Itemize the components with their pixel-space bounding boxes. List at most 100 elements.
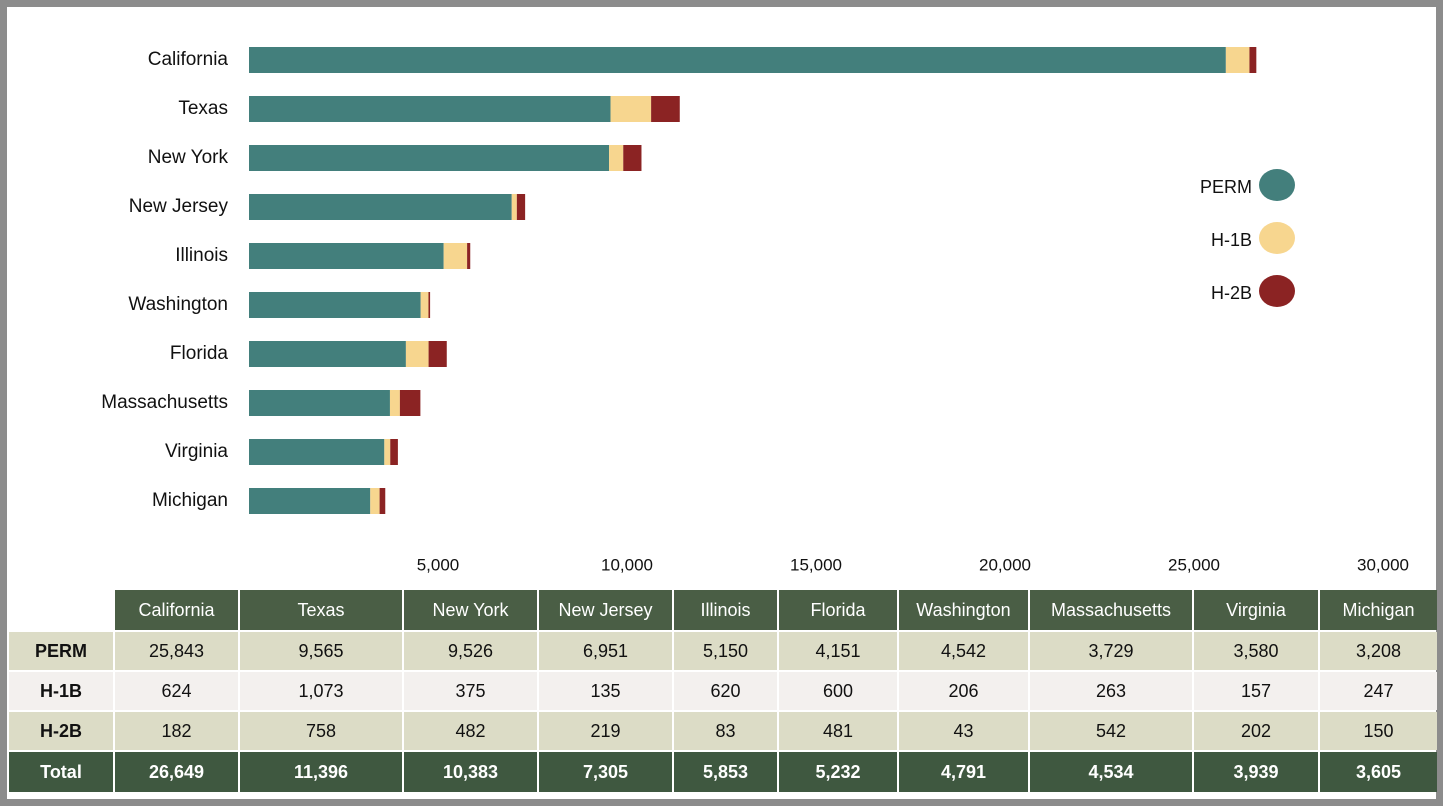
bar-segment [389, 390, 400, 416]
x-tick-label: 10,000 [601, 555, 653, 574]
table-cell: 542 [1030, 712, 1192, 750]
bar-segment [511, 194, 517, 220]
blank-cell [9, 590, 113, 630]
table-cell: 26,649 [115, 752, 238, 792]
table-cell: 11,396 [240, 752, 402, 792]
table-row: Total 26,649 11,396 10,383 7,305 5,853 5,232 4,… [9, 752, 1437, 792]
bar-segment [249, 488, 371, 514]
table-cell: 624 [115, 672, 238, 710]
table-cell: 157 [1194, 672, 1318, 710]
bar-segment [516, 194, 526, 220]
y-tick-label: Florida [170, 343, 229, 364]
table-cell: 3,605 [1320, 752, 1437, 792]
table-cell: 7,305 [539, 752, 672, 792]
table-cell: Michigan [1320, 590, 1437, 630]
x-tick-label: 25,000 [1168, 555, 1220, 574]
bar-segment [420, 292, 429, 318]
bar-segment [390, 439, 398, 465]
y-tick-label: Michigan [152, 490, 228, 511]
bar-segment [379, 488, 386, 514]
table-cell: 375 [404, 672, 537, 710]
table-cell: Texas [240, 590, 402, 630]
table-cell: 620 [674, 672, 777, 710]
y-tick-label: Texas [178, 98, 228, 119]
table-cell: 43 [899, 712, 1028, 750]
bar-segment [1249, 47, 1257, 73]
bar-segment [428, 292, 431, 318]
table-cell: 135 [539, 672, 672, 710]
table-cell: 25,843 [115, 632, 238, 670]
table-cell: PERM [9, 632, 113, 670]
table-cell: 4,534 [1030, 752, 1192, 792]
bar-segment [384, 439, 391, 465]
table-cell: 3,208 [1320, 632, 1437, 670]
table-cell: 150 [1320, 712, 1437, 750]
table-cell: 9,565 [240, 632, 402, 670]
table-cell: 3,939 [1194, 752, 1318, 792]
table-cell: Washington [899, 590, 1028, 630]
bar-segment [249, 145, 610, 171]
bar-segment [610, 96, 652, 122]
y-tick-label: Massachusetts [101, 392, 228, 413]
data-table: California Texas New York New Jersey Illinoi… [7, 588, 1439, 794]
legend-marker [1259, 222, 1295, 254]
x-tick-label: 5,000 [417, 555, 460, 574]
bar-segment [249, 243, 444, 269]
table-row: H-2B 182 758 482 219 83 481 43 542 202 150 [9, 712, 1437, 750]
table-cell: 1,073 [240, 672, 402, 710]
bar-segment [249, 292, 421, 318]
bar-segment [249, 341, 406, 367]
bar-segment [428, 341, 447, 367]
y-tick-label: New Jersey [129, 196, 229, 217]
bar-segment [249, 439, 385, 465]
bar-segment [1225, 47, 1250, 73]
x-tick-label: 15,000 [790, 555, 842, 574]
y-tick-label: Washington [128, 294, 228, 315]
table-cell: 758 [240, 712, 402, 750]
legend-label: H-1B [1211, 230, 1252, 250]
table-cell: 247 [1320, 672, 1437, 710]
chart: 5,000 10,000 15,000 20,000 25,000 30,000 Calif… [101, 47, 1409, 574]
bar-segment [370, 488, 380, 514]
y-tick-label: Virginia [165, 441, 228, 462]
y-tick-label: New York [148, 147, 229, 168]
table-cell: Massachusetts [1030, 590, 1192, 630]
legend-marker [1259, 275, 1295, 307]
table-cell: 263 [1030, 672, 1192, 710]
table-cell: 5,232 [779, 752, 897, 792]
header-row: California Texas New York New Jersey Illinoi… [9, 590, 1437, 630]
table-cell: 6,951 [539, 632, 672, 670]
table-cell: 9,526 [404, 632, 537, 670]
table-cell: California [115, 590, 238, 630]
bar-segment [623, 145, 642, 171]
table-cell: 3,729 [1030, 632, 1192, 670]
bar-segment [651, 96, 680, 122]
legend-label: H-2B [1211, 283, 1252, 303]
table-cell: 5,150 [674, 632, 777, 670]
table-cell: Virginia [1194, 590, 1318, 630]
table-cell: H-2B [9, 712, 113, 750]
table-cell: H-1B [9, 672, 113, 710]
bar-segment [249, 96, 611, 122]
bar-segment [467, 243, 471, 269]
table-row: PERM 25,843 9,565 9,526 6,951 5,150 4,151 4,542… [9, 632, 1437, 670]
table-cell: 4,151 [779, 632, 897, 670]
table-cell: 206 [899, 672, 1028, 710]
table-cell: Illinois [674, 590, 777, 630]
table-cell: 182 [115, 712, 238, 750]
table-cell: 202 [1194, 712, 1318, 750]
table-cell: 219 [539, 712, 672, 750]
bar-segment [443, 243, 468, 269]
table-cell: 4,791 [899, 752, 1028, 792]
table-cell: 3,580 [1194, 632, 1318, 670]
table-cell: Florida [779, 590, 897, 630]
bar-segment [399, 390, 421, 416]
table-cell: 10,383 [404, 752, 537, 792]
bar-segment [249, 194, 512, 220]
table-cell: Total [9, 752, 113, 792]
table-cell: 600 [779, 672, 897, 710]
table-cell: New Jersey [539, 590, 672, 630]
table-cell: New York [404, 590, 537, 630]
